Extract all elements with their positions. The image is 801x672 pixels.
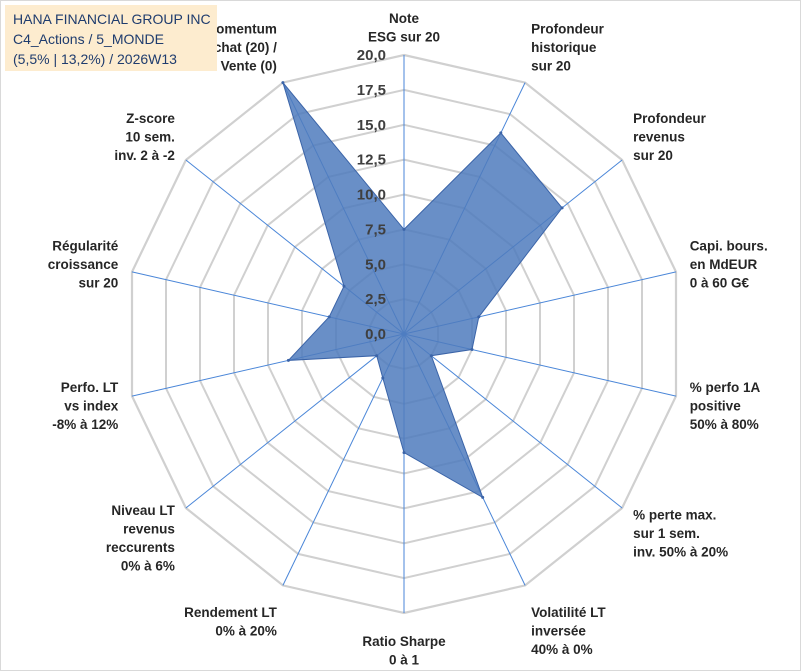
portfolio-category: C4_Actions / 5_MONDE bbox=[13, 31, 164, 47]
data-point bbox=[477, 315, 481, 319]
data-point bbox=[375, 354, 379, 358]
axis-label-line: inv. 50% à 20% bbox=[633, 544, 728, 559]
axis-label: Profondeur revenus sur 20 bbox=[633, 111, 706, 163]
axis-label: Z-score 10 sem. inv. 2 à -2 bbox=[114, 111, 175, 163]
axis-label-line: Profondeur bbox=[531, 21, 604, 36]
axis-label-line: 40% à 0% bbox=[531, 642, 593, 657]
axis-label-line: revenus bbox=[123, 522, 175, 537]
axis-label: % perfo 1A positive 50% à 80% bbox=[690, 380, 761, 432]
axis-label-line: croissance bbox=[48, 257, 119, 272]
tick-label: 12,5 bbox=[357, 152, 386, 169]
axis-label-line: Momentum bbox=[205, 21, 277, 36]
axis-label-line: % perfo 1A bbox=[690, 380, 761, 395]
company-name: HANA FINANCIAL GROUP INC bbox=[13, 11, 211, 27]
data-point bbox=[381, 376, 385, 380]
axis-label-line: inv. 2 à -2 bbox=[114, 148, 175, 163]
axis-label-line: Perfo. LT bbox=[61, 380, 119, 395]
tick-label: 5,0 bbox=[365, 256, 386, 273]
axis-label-line: % perte max. bbox=[633, 507, 716, 522]
axis-label-line: 0% à 6% bbox=[121, 559, 175, 574]
data-point bbox=[499, 131, 503, 135]
tick-label: 7,5 bbox=[365, 221, 386, 238]
axis-label-line: positive bbox=[690, 398, 742, 413]
data-point bbox=[429, 354, 433, 358]
axis-label: Rendement LT 0% à 20% bbox=[184, 605, 278, 639]
axis-label-line: 0 à 1 bbox=[389, 652, 420, 667]
axis-label: Perfo. LT vs index -8% à 12% bbox=[52, 380, 119, 432]
axis-label: Capi. bours. en MdEUR 0 à 60 G€ bbox=[690, 238, 768, 290]
tick-label: 10,0 bbox=[357, 187, 386, 204]
axis-spoke bbox=[185, 333, 405, 509]
axis-label: Note ESG sur 20 bbox=[368, 11, 440, 45]
axis-label-line: Ratio Sharpe bbox=[362, 634, 446, 649]
axis-label-line: revenus bbox=[633, 129, 685, 144]
data-point bbox=[470, 348, 474, 351]
axis-label: Profondeur historique sur 20 bbox=[531, 21, 604, 73]
axis-label-line: en MdEUR bbox=[690, 257, 758, 272]
axis-label-line: vs index bbox=[64, 398, 119, 413]
axis-label: Volatilité LT inversée 40% à 0% bbox=[531, 605, 606, 657]
data-point bbox=[402, 451, 406, 455]
axis-label-line: -8% à 12% bbox=[52, 417, 118, 432]
data-point bbox=[286, 358, 290, 362]
axis-label-line: 50% à 80% bbox=[690, 417, 759, 432]
axis-label-line: Volatilité LT bbox=[531, 605, 606, 620]
axis-label-line: Rendement LT bbox=[184, 605, 278, 620]
data-point bbox=[481, 495, 485, 499]
tick-label: 20,0 bbox=[357, 47, 386, 64]
axis-label-line: Z-score bbox=[126, 111, 175, 126]
axis-label-line: Achat (20) / bbox=[204, 40, 277, 55]
axis-label-line: Niveau LT bbox=[111, 503, 175, 518]
axis-label-line: Vente (0) bbox=[221, 58, 277, 73]
axis-label-line: Régularité bbox=[52, 238, 119, 253]
axis-label-line: sur 20 bbox=[79, 275, 119, 290]
axis-label-line: sur 20 bbox=[531, 58, 571, 73]
tick-label: 2,5 bbox=[365, 291, 386, 308]
series-area bbox=[282, 82, 563, 499]
axis-spoke bbox=[403, 333, 623, 509]
axis-labels: Note ESG sur 20 Profondeur historique sur 20… bbox=[48, 11, 768, 668]
tick-label: 15,0 bbox=[357, 117, 386, 134]
axis-label-line: reccurents bbox=[106, 540, 175, 555]
axis-label: Momentum Achat (20) / Vente (0) bbox=[204, 21, 277, 73]
axis-label-line: sur 1 sem. bbox=[633, 526, 700, 541]
axis-label-line: Profondeur bbox=[633, 111, 706, 126]
tick-labels: 0,0 2,5 5,0 7,5 10,0 12,5 15,0 17,5 20,0 bbox=[357, 47, 386, 343]
data-series bbox=[281, 81, 564, 499]
axis-label-line: Note bbox=[389, 11, 419, 26]
performance-week: (5,5% | 13,2%) / 2026W13 bbox=[13, 51, 177, 67]
axis-label-line: sur 20 bbox=[633, 148, 673, 163]
security-info-box: HANA FINANCIAL GROUP INC C4_Actions / 5_… bbox=[5, 5, 217, 71]
axis-label-line: historique bbox=[531, 40, 597, 55]
axis-label: Régularité croissance sur 20 bbox=[48, 238, 119, 290]
data-point bbox=[281, 81, 285, 85]
axis-label-line: 10 sem. bbox=[125, 129, 175, 144]
data-point bbox=[342, 284, 346, 288]
axis-label: Niveau LT revenus reccurents 0% à 6% bbox=[106, 503, 176, 574]
data-point bbox=[402, 227, 406, 231]
axis-label-line: Capi. bours. bbox=[690, 238, 768, 253]
tick-label: 17,5 bbox=[357, 82, 386, 99]
axis-label-line: ESG sur 20 bbox=[368, 29, 440, 44]
axis-label-line: 0% à 20% bbox=[215, 623, 277, 638]
tick-label: 0,0 bbox=[365, 326, 386, 343]
axis-label: Ratio Sharpe 0 à 1 bbox=[362, 634, 446, 668]
axis-label-line: 0 à 60 G€ bbox=[690, 275, 750, 290]
axis-label-line: inversée bbox=[531, 623, 586, 638]
data-point bbox=[560, 206, 564, 210]
axis-label: % perte max. sur 1 sem. inv. 50% à 20% bbox=[633, 507, 728, 559]
data-point bbox=[327, 315, 331, 319]
